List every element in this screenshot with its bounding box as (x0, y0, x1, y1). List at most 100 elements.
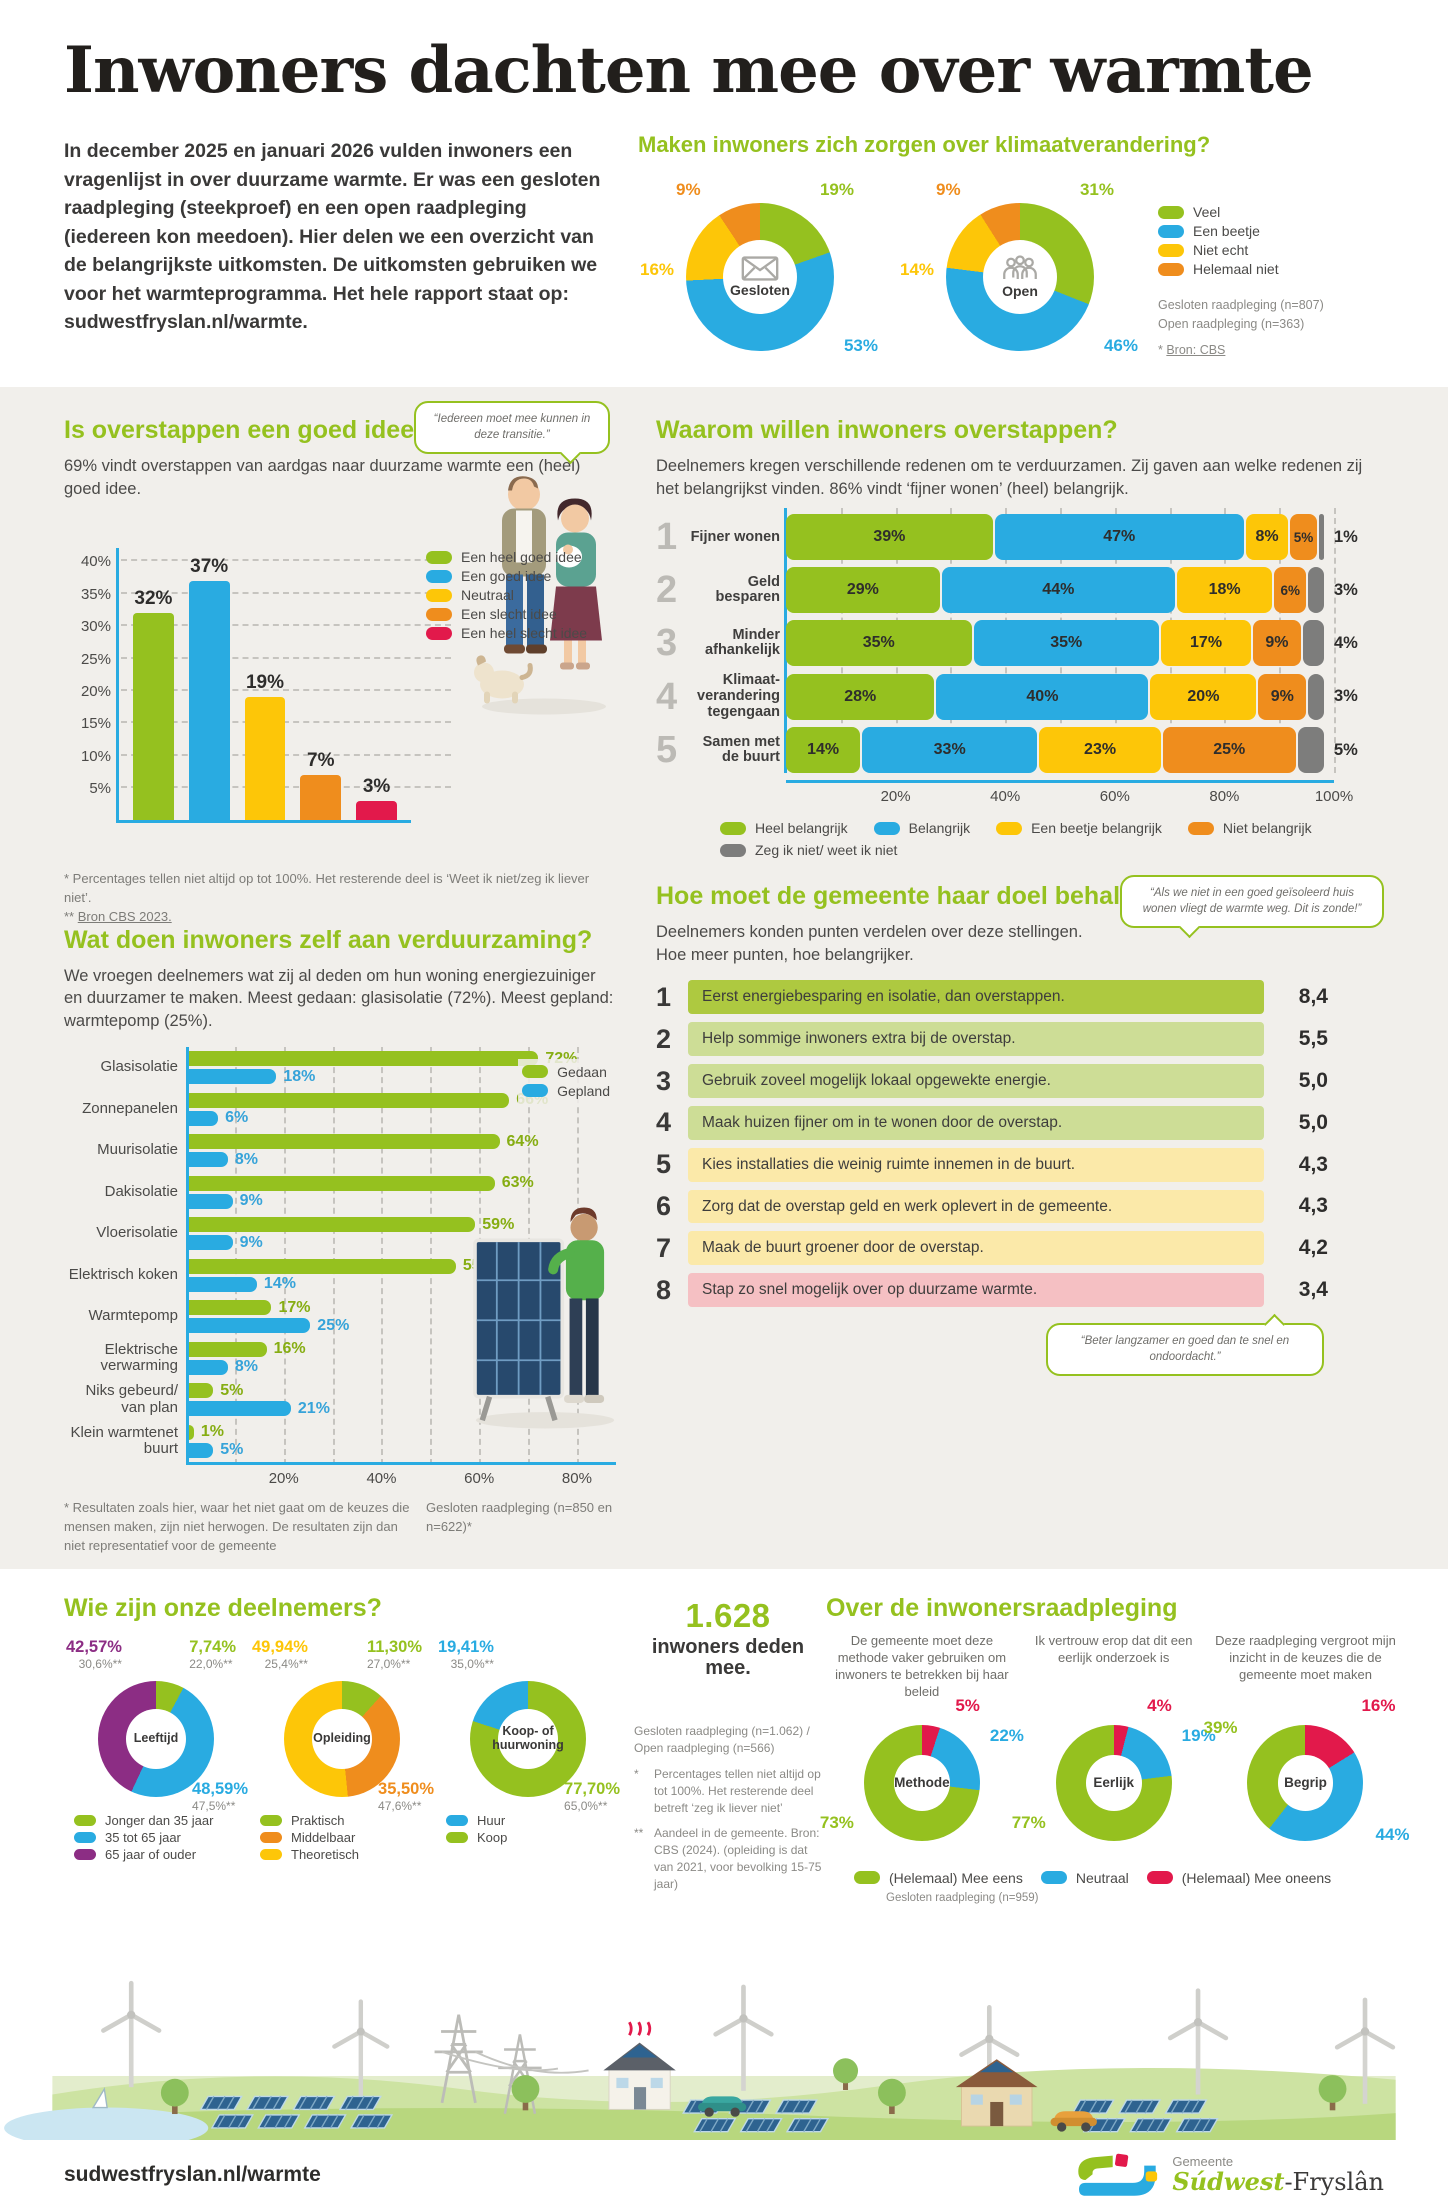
legend-label: Veel (1193, 204, 1221, 221)
bar-pair: 72%18% (186, 1046, 616, 1089)
bar-segment: 44% (941, 567, 1175, 614)
legend-item: (Helemaal) Mee oneens (1146, 1870, 1331, 1886)
stacked-bar: 35% 35% 17% 9% (786, 620, 1324, 667)
donut-value-label: 16% (640, 260, 675, 280)
legend-item: (Helemaal) Mee eens (854, 1870, 1023, 1886)
donut-open: Open 31% 46% 14% 9% (900, 181, 1138, 354)
bottom-row: Wie zijn onze deelnemers? Leeftijd 7,74% 2… (0, 1569, 1448, 1904)
legend-klimaatzorgen: Veel Een beetje Niet echt Helemaal niet (1158, 201, 1324, 280)
donut-value-label: 49,94% 25,4%** (252, 1637, 308, 1671)
footnote-1: Percentages tellen niet altijd op tot 10… (654, 1766, 821, 1815)
category-label: Niks gebeurd/ van plan (85, 1382, 178, 1416)
legend-item: Een beetje (1158, 223, 1324, 239)
section-deelnemers: Wie zijn onze deelnemers? Leeftijd 7,74% 2… (64, 1595, 630, 1904)
gridline (121, 559, 451, 562)
donut-eerlijk: Eerlijk 4% 19% 77% (1012, 1696, 1216, 1841)
legend-item: Praktisch (260, 1813, 436, 1828)
note-open: Open raadpleging (n=363) (1158, 317, 1305, 332)
bar-value-label: 3% (362, 776, 391, 798)
section-raadpleging: Over de inwonersraadpleging De gemeente … (820, 1595, 1410, 1904)
legend-swatch (522, 1084, 549, 1098)
rank-number: 6 (656, 1190, 672, 1221)
legend-label: Gepland (557, 1082, 610, 1099)
bar-segment (1297, 727, 1325, 774)
statement-bar: Zorg dat de overstap geld en werk opleve… (688, 1189, 1264, 1224)
landscape-illustration (4, 1922, 1396, 2140)
rest-value-label: 5% (1334, 740, 1358, 759)
donut-col-opleiding: Opleiding 11,30% 27,0%** 35,50% 47,6%** 49,94… (250, 1633, 436, 1864)
y-axis-tick: 40% (80, 553, 111, 571)
legend-swatch (446, 1814, 468, 1826)
bar-segment: 14% (786, 727, 861, 774)
x-axis-tick: 80% (561, 1469, 592, 1487)
stacked-bar: 29% 44% 18% 6% (786, 567, 1324, 614)
bar-segment: 6% (1274, 567, 1307, 614)
goed-idee-footnote: * Percentages tellen niet altijd op tot … (64, 871, 590, 925)
section-title-deelnemers: Wie zijn onze deelnemers? (64, 1594, 382, 1623)
gridline (1334, 508, 1336, 774)
x-axis-tick: 20% (880, 788, 911, 806)
legend-swatch (426, 588, 452, 602)
donut-col-koop-huur: Koop- of huurwoning 19,41% 35,0%** 77,70% 65… (436, 1633, 622, 1864)
legend-raadpleging: (Helemaal) Mee eens Neutraal (Helemaal) Me… (854, 1867, 1402, 1889)
bar (189, 1235, 233, 1251)
section-klimaatzorgen: Maken inwoners zich zorgen over klimaatv… (638, 133, 1384, 361)
gridline (121, 656, 451, 659)
bar-segment: 5% (1290, 514, 1317, 561)
doel-header: Hoe moet de gemeente haar doel behalen? … (656, 875, 1384, 966)
statement-row: 5 Kies installaties die weinig ruimte inn… (656, 1147, 1328, 1182)
bar-pair: 5% 21% (186, 1378, 616, 1421)
bar-segment: 9% (1258, 673, 1307, 720)
gemeente-logo: Gemeente Súdwest-Fryslân (1074, 2148, 1384, 2202)
bar-row: Klein warmtenet buurt 1% 5% (64, 1420, 616, 1462)
legend-swatch (74, 1848, 96, 1860)
bar-segment: 29% (786, 567, 940, 614)
website-url[interactable]: sudwestfryslan.nl/warmte (64, 2162, 321, 2186)
rank-number: 5 (656, 729, 678, 772)
bar-line: 18% (189, 1068, 616, 1085)
bar-value-label: 7% (307, 750, 335, 772)
donut-value-label: 46% (1103, 335, 1138, 355)
bar-segment: 8% (1245, 514, 1289, 561)
x-axis-tick: 20% (268, 1469, 299, 1487)
category-label: Dakisolatie (104, 1182, 178, 1200)
bar (189, 1276, 257, 1292)
footnote-2: Aandeel in de gemeente. Bron: CBS (2024)… (654, 1826, 822, 1891)
legend-item: Neutraal (426, 587, 587, 603)
bar-item: 37% (188, 548, 230, 821)
legend-label: Helemaal niet (1193, 261, 1279, 278)
legend-item: Helemaal niet (1158, 261, 1324, 277)
legend-label: Koop (477, 1829, 508, 1845)
donut-value-label: 42,57% 30,6%** (66, 1637, 122, 1671)
quote-bubble-langzamer: “Beter langzamer en goed dan te snel en … (1046, 1322, 1324, 1377)
legend-label: Een beetje (1193, 223, 1260, 240)
bar-pair: 1% 5% (186, 1420, 616, 1462)
rank-number: 4 (656, 675, 678, 718)
gridline (381, 1046, 384, 1465)
infographic-page: Inwoners dachten mee over warmte In dece… (0, 0, 1448, 2048)
legend-label: Huur (477, 1812, 506, 1828)
bar (189, 1110, 219, 1126)
legend-goed-idee: Een heel goed idee Een goed idee Neutraal E… (426, 546, 587, 644)
quote-bubble-transitie: “Iedereen moet mee kunnen in deze transi… (414, 401, 610, 455)
legend-label: Niet echt (1193, 242, 1249, 259)
bar (189, 1424, 194, 1440)
legend-swatch (260, 1814, 282, 1826)
statement-row: 6 Zorg dat de overstap geld en werk oplev… (656, 1189, 1328, 1224)
deelnemers-notes: Gesloten raadpleging (n=1.062) / Open ra… (634, 1724, 822, 1891)
legend-label: Zeg ik niet/ weet ik niet (755, 842, 898, 859)
legend-label: Heel belangrijk (755, 820, 848, 837)
doel-subtitle: Deelnemers konden punten verdelen over d… (656, 922, 1083, 964)
bar-line: 9% (189, 1234, 616, 1251)
legend-label: Theoretisch (291, 1846, 359, 1862)
bar-value-label: 16% (273, 1340, 306, 1358)
bar-row: Dakisolatie 63% 9% (64, 1171, 616, 1213)
section-title-zorgen: Maken inwoners zich zorgen over klimaatv… (638, 132, 1211, 158)
donut-center-label: Eerlijk (1093, 1774, 1134, 1790)
gridline (283, 1046, 286, 1465)
bar (189, 1318, 311, 1334)
bar-item: 32% (133, 548, 174, 821)
bar-line: 1% (189, 1423, 616, 1441)
legend-label: 65 jaar of ouder (105, 1846, 197, 1862)
gridline (121, 753, 451, 756)
